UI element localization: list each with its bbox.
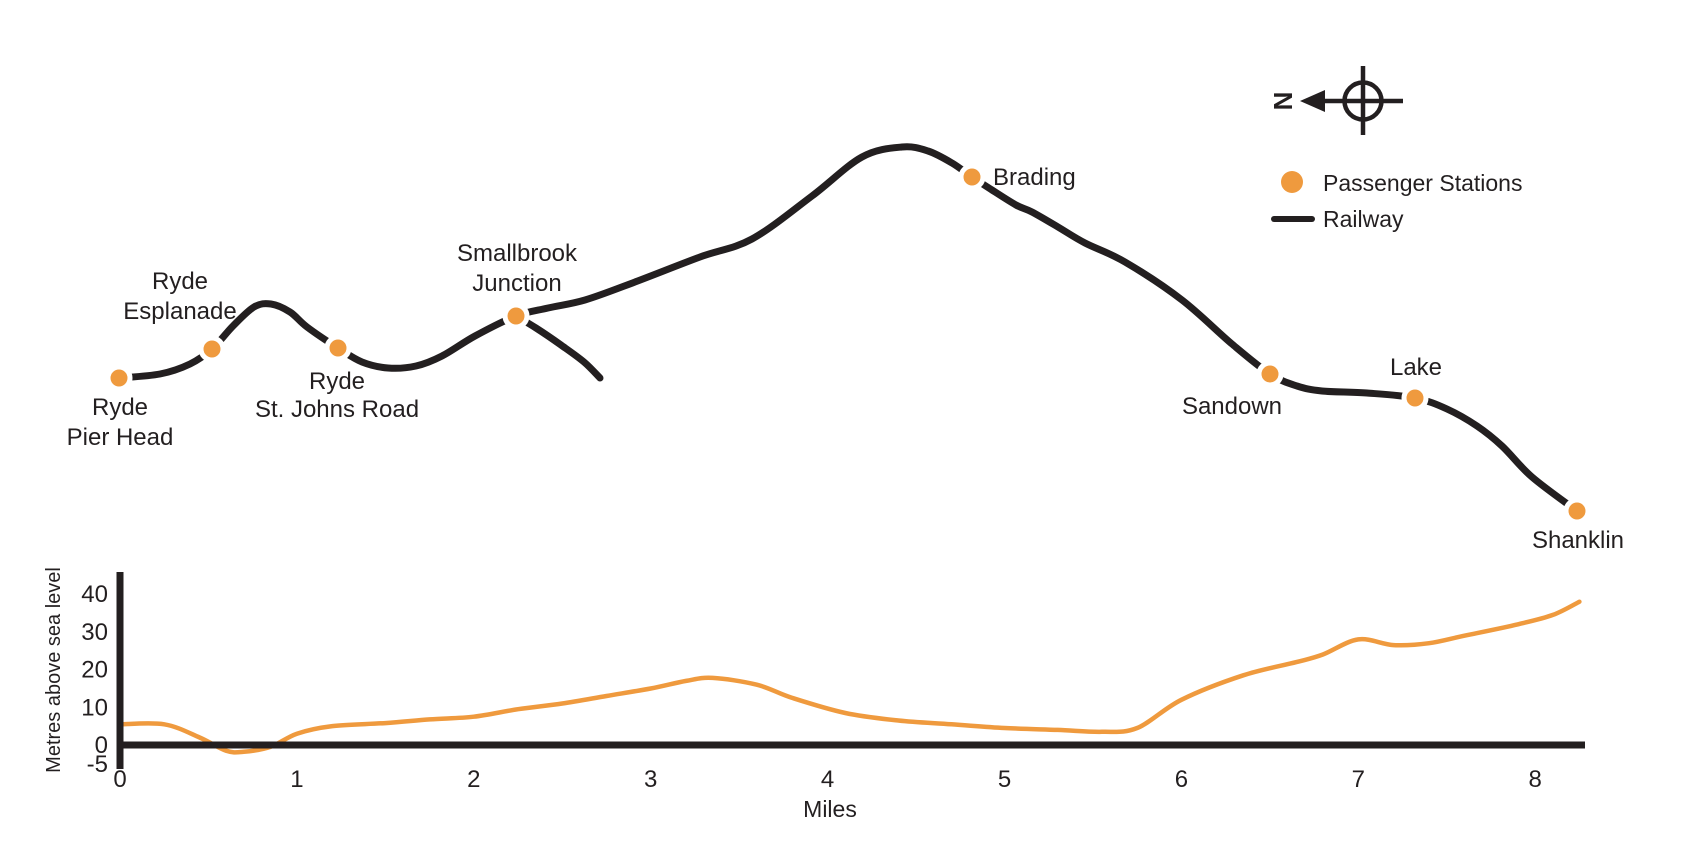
- station-label-line: Brading: [993, 164, 1076, 191]
- compass-rose: N: [1268, 66, 1403, 135]
- station-label-line: Junction: [472, 270, 561, 297]
- station-dot-ryde-esplanade: [198, 335, 226, 363]
- y-axis-title: Metres above sea level: [43, 567, 65, 773]
- x-tick-label: 4: [821, 766, 834, 793]
- station-label-ryde-esplanade: Ryde Esplanade: [123, 268, 236, 325]
- x-axis-title: Miles: [803, 796, 857, 822]
- x-tick-label: 6: [1175, 766, 1188, 793]
- elevation-profile-line: [117, 599, 1582, 755]
- y-tick-label: 20: [81, 657, 108, 684]
- x-tick-label: 2: [467, 766, 480, 793]
- station-label-line: Lake: [1390, 354, 1442, 381]
- y-tick-label: 10: [81, 694, 108, 721]
- y-tick-label: 40: [81, 581, 108, 608]
- compass-circle: [1342, 80, 1384, 122]
- station-dot-ryde-st-johns-road: [324, 334, 352, 362]
- station-dot-brading: [958, 163, 986, 191]
- station-dot-shanklin: [1563, 497, 1591, 525]
- station-label-ryde-st-johns-road: Ryde St. Johns Road: [255, 368, 419, 423]
- station-label-lake: Lake: [1390, 354, 1442, 381]
- station-dot-smallbrook-junction: [502, 302, 530, 330]
- station-dot-ryde-pier-head: [105, 364, 133, 392]
- x-tick-label: 0: [113, 766, 126, 793]
- station-dot-sandown: [1256, 360, 1284, 388]
- north-label: N: [1268, 92, 1298, 111]
- railway-map: [115, 143, 1581, 515]
- station-label-line: Ryde: [309, 368, 365, 395]
- legend-station-dot-icon: [1281, 171, 1303, 193]
- station-label-line: Shanklin: [1532, 527, 1624, 554]
- railway-branch-line: [512, 312, 604, 382]
- north-arrow-icon: [1300, 90, 1325, 112]
- station-label-shanklin: Shanklin: [1532, 527, 1624, 554]
- x-tick-label: 7: [1352, 766, 1365, 793]
- station-label-line: Sandown: [1182, 393, 1282, 420]
- x-tick-label: 3: [644, 766, 657, 793]
- y-tick-label: 0: [95, 732, 108, 759]
- station-label-brading: Brading: [993, 164, 1076, 191]
- station-label-line: Ryde: [152, 268, 208, 295]
- legend-passenger-stations-label: Passenger Stations: [1323, 170, 1522, 196]
- station-label-line: Pier Head: [67, 424, 174, 451]
- x-axis: [117, 741, 1585, 749]
- railway-line: [115, 143, 1581, 515]
- station-label-line: Esplanade: [123, 298, 236, 325]
- station-label-line: St. Johns Road: [255, 396, 419, 423]
- station-label-line: Smallbrook: [457, 240, 578, 267]
- y-tick-label: -5: [87, 751, 108, 778]
- legend: Passenger Stations Railway: [1271, 170, 1522, 232]
- station-label-line: Ryde: [92, 394, 148, 421]
- station-label-smallbrook-junction: Smallbrook Junction: [457, 240, 578, 297]
- station-label-ryde-pier-head: Ryde Pier Head: [67, 394, 174, 451]
- x-tick-label: 1: [290, 766, 303, 793]
- station-label-sandown: Sandown: [1182, 393, 1282, 420]
- elevation-chart: 40 30 20 10 0-50 1 2 3 4 5 6 7 8 Miles Metres above se…: [43, 567, 1585, 822]
- y-axis: [116, 572, 124, 769]
- y-tick-label: 30: [81, 619, 108, 646]
- legend-railway-label: Railway: [1323, 206, 1404, 232]
- station-dot-lake: [1401, 384, 1429, 412]
- x-tick-label: 8: [1529, 766, 1542, 793]
- x-tick-label: 5: [998, 766, 1011, 793]
